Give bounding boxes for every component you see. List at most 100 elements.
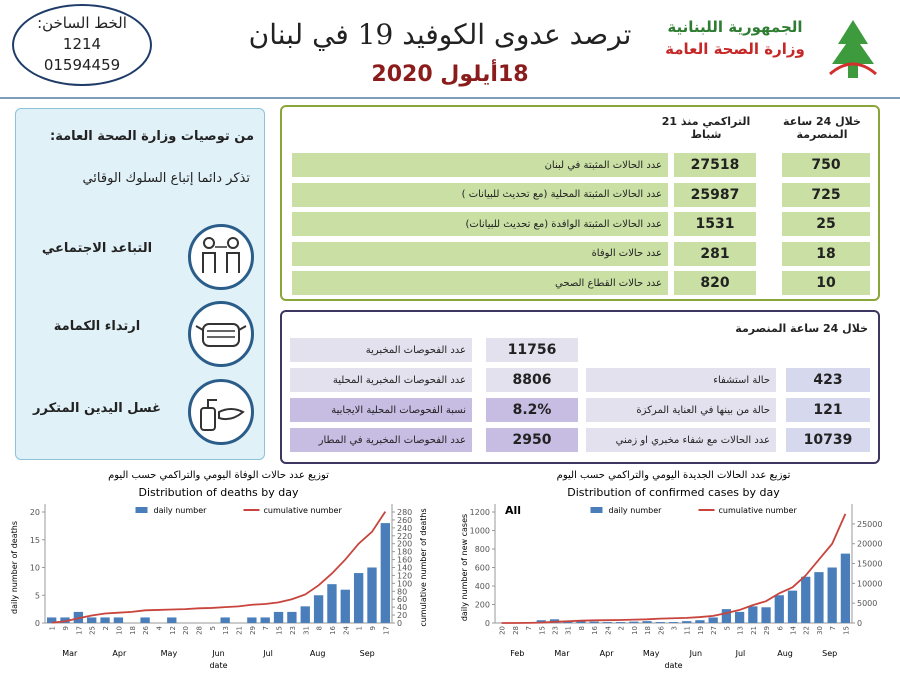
month-label: Sep [360, 649, 375, 658]
chart-title: Distribution of confirmed cases by day [567, 486, 780, 499]
x-tick-label: 10 [631, 626, 639, 635]
y-tick-label: 200 [475, 601, 490, 610]
y2-tick-label: 100 [397, 579, 412, 588]
y2-axis-label: cumulative number of deaths [419, 508, 428, 626]
bar [602, 622, 613, 623]
test-value: 11756 [486, 338, 578, 362]
month-label: Jul [262, 649, 273, 658]
x-tick-label: 8 [578, 626, 586, 630]
x-axis-label: date [209, 661, 227, 670]
y-tick-label: 600 [475, 564, 490, 573]
line [51, 511, 387, 624]
hotline-number: 01594459 [43, 56, 121, 74]
x-tick-label: 11 [684, 626, 692, 635]
y-tick-label: 15 [30, 536, 40, 545]
y2-tick-label: 260 [397, 516, 412, 525]
x-tick-label: 2 [618, 626, 626, 630]
x-tick-label: 29 [763, 626, 771, 635]
daily-value: 750 [782, 153, 870, 177]
x-tick-label: 18 [129, 626, 137, 635]
test-label: عدد الفحوصات المخبرية في المطار [290, 428, 472, 452]
legend-label: cumulative number [719, 506, 798, 515]
y-tick-label: 400 [475, 582, 490, 591]
bar [761, 607, 771, 623]
recommendations-panel: من توصيات وزارة الصحة العامة: تذكر دائما… [15, 108, 265, 460]
daily-value: 25 [782, 212, 870, 236]
x-tick-label: 16 [591, 625, 599, 634]
hotline-label: الخط الساخن: [37, 14, 127, 32]
handwash-icon [188, 379, 254, 445]
x-tick-label: 9 [62, 626, 70, 630]
x-tick-label: 31 [565, 626, 573, 635]
x-tick-label: 7 [525, 626, 533, 630]
title: ترصد عدوى الكوفيد 19 في لبنان [248, 18, 632, 51]
recommendation: التباعد الاجتماعي [41, 241, 153, 256]
y-tick-label: 1200 [470, 508, 490, 517]
panel-title: من توصيات وزارة الصحة العامة: [50, 129, 254, 144]
y-tick-label: 10 [30, 564, 40, 573]
x-tick-label: 26 [657, 625, 665, 634]
x-tick-label: 24 [342, 625, 350, 634]
y2-tick-label: 160 [397, 556, 412, 565]
cases-chart: توزيع عدد الحالات الجديدة اليومي والتراك… [460, 470, 882, 670]
distance-icon [188, 224, 254, 290]
x-tick-label: 25 [89, 626, 97, 635]
y-tick-label: 0 [35, 619, 40, 628]
bar [695, 620, 705, 623]
y2-tick-label: 220 [397, 532, 412, 541]
daily-value: 18 [782, 241, 870, 266]
row-label: عدد الحالات المثبتة المحلية (مع تحديث لل… [292, 182, 668, 207]
bar [287, 611, 297, 623]
bar [708, 617, 718, 623]
bar [313, 595, 324, 623]
bar [827, 567, 837, 623]
x-tick-label: 7 [262, 626, 270, 630]
x-tick-label: 15 [538, 626, 546, 635]
test-value: 2950 [486, 428, 578, 452]
y2-tick-label: 280 [397, 508, 412, 517]
y-tick-label: 5 [35, 591, 40, 600]
bar [734, 611, 745, 623]
y2-tick-label: 5000 [857, 599, 877, 608]
date: 18أيلول 2020 [371, 62, 529, 87]
x-tick-label: 17 [75, 626, 83, 635]
chart-title: Distribution of deaths by day [139, 486, 299, 499]
bar [615, 622, 626, 623]
cumulative-value: 27518 [674, 153, 756, 177]
chart-title-ar: توزيع عدد حالات الوفاة اليومي والتراكمي … [108, 470, 329, 481]
row-label: عدد حالات الوفاة [292, 241, 668, 266]
last24-box: خلال 24 ساعة المنصرمة عدد الفحوصات المخب… [280, 310, 880, 464]
y-tick-label: 1000 [470, 527, 490, 536]
bar [536, 620, 546, 623]
bar [840, 553, 851, 623]
bar [140, 617, 150, 623]
bar [629, 621, 639, 623]
chart-title-ar: توزيع عدد الحالات الجديدة اليومي والتراك… [557, 470, 791, 481]
x-tick-label: 8 [316, 626, 324, 630]
bar [353, 573, 364, 623]
x-tick-label: 15 [842, 626, 850, 635]
bar [721, 609, 732, 623]
y-tick-label: 0 [485, 619, 490, 628]
y2-tick-label: 120 [397, 571, 412, 580]
y2-tick-label: 20 [397, 611, 407, 620]
y2-tick-label: 0 [857, 619, 862, 628]
bar [300, 606, 310, 623]
bar [668, 622, 679, 623]
x-tick-label: 31 [302, 626, 310, 635]
test-label: نسبة الفحوصات المحلية الايجابية [290, 398, 472, 422]
x-tick-label: 5 [723, 626, 731, 630]
divider [0, 97, 900, 99]
test-value: 8.2% [486, 398, 578, 422]
row-label: عدد حالات القطاع الصحي [292, 271, 668, 295]
y2-tick-label: 40 [397, 603, 407, 612]
x-tick-label: 1 [356, 626, 364, 630]
month-label: May [643, 649, 660, 658]
box-title: خلال 24 ساعة المنصرمة [735, 322, 868, 335]
chart-label: All [505, 504, 521, 517]
test-label: عدد الفحوصات المخبرية المحلية [290, 368, 472, 392]
x-tick-label: 1 [49, 626, 57, 630]
x-tick-label: 5 [209, 626, 217, 630]
y2-tick-label: 20000 [857, 540, 882, 549]
cumulative-value: 1531 [674, 212, 756, 236]
